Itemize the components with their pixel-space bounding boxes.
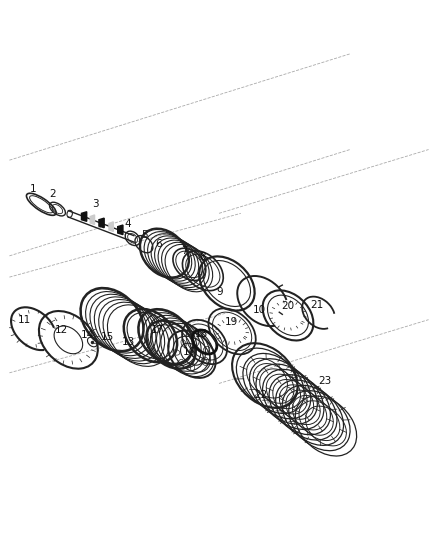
Text: 17: 17 bbox=[150, 325, 164, 335]
Text: 11: 11 bbox=[18, 314, 32, 325]
Text: 7: 7 bbox=[181, 246, 187, 255]
Text: 13: 13 bbox=[122, 337, 135, 347]
Text: 12: 12 bbox=[55, 325, 68, 335]
Text: 16: 16 bbox=[183, 346, 196, 357]
Text: 10: 10 bbox=[253, 305, 266, 315]
Text: 15: 15 bbox=[101, 332, 114, 342]
Text: 23: 23 bbox=[318, 376, 332, 386]
Polygon shape bbox=[81, 212, 87, 221]
Text: 2: 2 bbox=[49, 189, 56, 199]
Text: 3: 3 bbox=[92, 199, 99, 209]
Text: 21: 21 bbox=[311, 300, 324, 310]
Text: 1: 1 bbox=[30, 184, 37, 195]
Polygon shape bbox=[118, 225, 123, 235]
Polygon shape bbox=[109, 222, 113, 231]
Text: 14: 14 bbox=[81, 329, 94, 340]
Text: 18: 18 bbox=[195, 329, 208, 339]
Text: 22: 22 bbox=[254, 390, 267, 400]
Text: 6: 6 bbox=[155, 239, 162, 248]
Polygon shape bbox=[90, 215, 95, 224]
Text: 19: 19 bbox=[225, 317, 238, 327]
Text: 4: 4 bbox=[125, 219, 131, 229]
Text: 5: 5 bbox=[141, 230, 148, 240]
Text: 20: 20 bbox=[281, 301, 294, 311]
Text: 8: 8 bbox=[199, 252, 206, 262]
Text: 9: 9 bbox=[216, 287, 223, 297]
Polygon shape bbox=[99, 218, 104, 228]
